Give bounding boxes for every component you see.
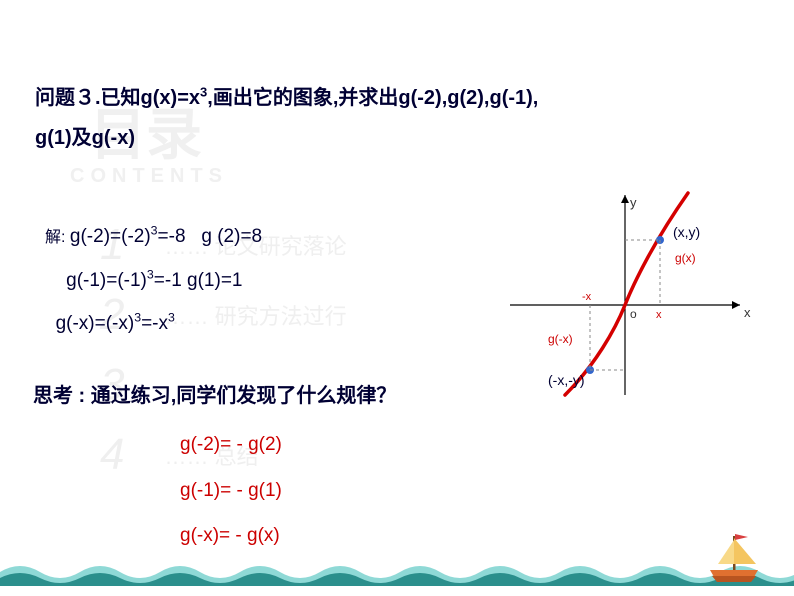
label-negx: -x [582, 291, 592, 303]
label-negxy: (-x,-y) [548, 372, 585, 388]
ans-1: g(-2)= - g(2) [180, 434, 282, 455]
label-gx: g(x) [675, 251, 696, 265]
jie-label: 解: [45, 229, 70, 246]
sol-2sup: 3 [147, 267, 154, 281]
sol-2b: =-1 g(1)=1 [154, 270, 243, 291]
sol-1b: =-8 g (2)=8 [158, 226, 263, 247]
label-xmark: x [656, 309, 662, 321]
think-text: 思考 : 通过练习,同学们发现了什么规律？ [33, 382, 396, 410]
label-o: o [630, 307, 637, 321]
label-x: x [744, 305, 751, 320]
question-block: 问题３.已知g(x)=x3,画出它的图象,并求出g(-2),g(2),g(-1)… [35, 78, 755, 158]
sol-3a: g(-x)=(-x) [56, 313, 135, 334]
q-line1b: ,画出它的图象,并求出g(-2),g(2),g(-1), [207, 87, 538, 109]
wm-num-4: 4 [100, 430, 124, 480]
ans-3: g(-x)= - g(x) [180, 525, 280, 546]
sol-1a: g(-2)=(-2) [70, 226, 151, 247]
label-xy: (x,y) [673, 224, 700, 240]
sol-3sup2: 3 [168, 311, 175, 325]
sol-1sup: 3 [151, 224, 158, 238]
graph-svg: y x o x -x (x,y) (-x,-y) g(x) g(-x) [500, 185, 760, 405]
answers-block: g(-2)= - g(2) g(-1)= - g(1) g(-x)= - g(x… [180, 422, 282, 559]
sol-3b: =-x [141, 313, 168, 334]
label-gnegx: g(-x) [548, 332, 573, 346]
watermark-sub: CONTENTS [70, 165, 228, 188]
sol-2a: g(-1)=(-1) [66, 270, 147, 291]
boat-icon [704, 530, 764, 590]
q-line1a: 问题３.已知g(x)=x [35, 87, 200, 109]
label-y: y [630, 195, 637, 210]
q-line2: g(1)及g(-x) [35, 127, 135, 149]
graph-cubic: y x o x -x (x,y) (-x,-y) g(x) g(-x) [500, 185, 760, 405]
ans-2: g(-1)= - g(1) [180, 480, 282, 501]
solution-block: 解: g(-2)=(-2)3=-8 g (2)=8 g(-1)=(-1)3=-1… [45, 215, 262, 346]
wave-decoration [0, 558, 794, 586]
